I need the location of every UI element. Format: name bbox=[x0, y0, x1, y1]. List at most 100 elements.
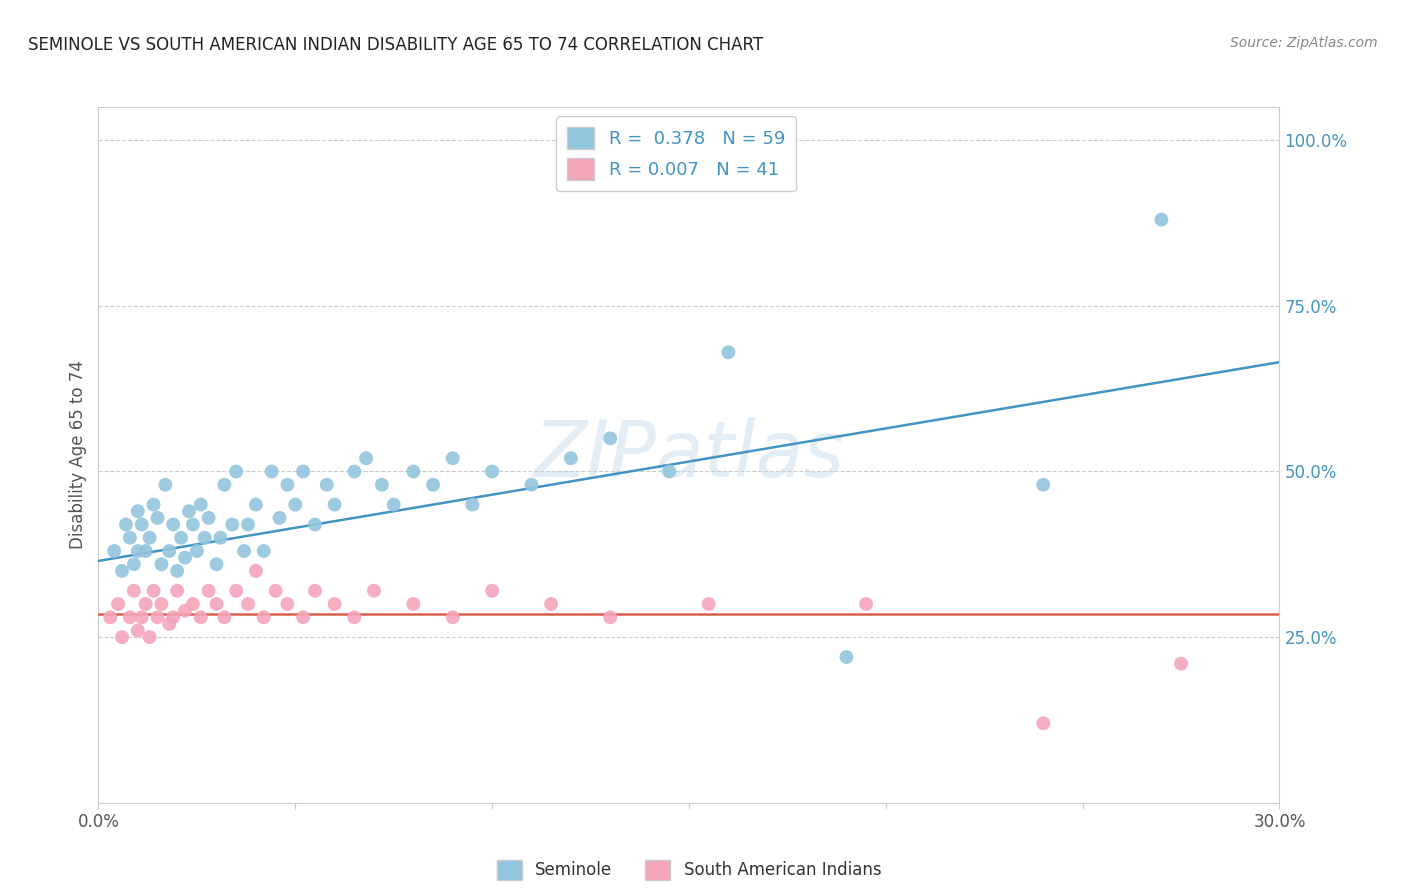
Point bbox=[194, 531, 217, 545]
Point bbox=[422, 477, 444, 491]
Point bbox=[197, 511, 219, 525]
Point bbox=[122, 583, 145, 598]
Point bbox=[115, 517, 138, 532]
Point bbox=[181, 597, 204, 611]
Point bbox=[1032, 477, 1054, 491]
Point bbox=[205, 597, 228, 611]
Point bbox=[197, 583, 219, 598]
Point bbox=[127, 544, 149, 558]
Point bbox=[135, 597, 157, 611]
Point bbox=[111, 564, 134, 578]
Point bbox=[177, 504, 200, 518]
Point bbox=[190, 498, 212, 512]
Point bbox=[697, 597, 720, 611]
Point bbox=[402, 597, 425, 611]
Point bbox=[441, 610, 464, 624]
Point bbox=[402, 465, 425, 479]
Point bbox=[292, 610, 315, 624]
Point bbox=[481, 465, 503, 479]
Point bbox=[260, 465, 283, 479]
Point bbox=[1170, 657, 1192, 671]
Point bbox=[122, 558, 145, 572]
Point bbox=[276, 477, 298, 491]
Point bbox=[225, 465, 247, 479]
Point bbox=[225, 583, 247, 598]
Point bbox=[269, 511, 291, 525]
Point bbox=[245, 564, 267, 578]
Point bbox=[135, 544, 157, 558]
Point bbox=[142, 498, 165, 512]
Point bbox=[221, 517, 243, 532]
Point bbox=[209, 531, 232, 545]
Point bbox=[107, 597, 129, 611]
Point bbox=[304, 583, 326, 598]
Point bbox=[441, 451, 464, 466]
Legend: Seminole, South American Indians: Seminole, South American Indians bbox=[489, 853, 889, 887]
Point bbox=[264, 583, 287, 598]
Point bbox=[343, 465, 366, 479]
Point bbox=[157, 544, 180, 558]
Point bbox=[127, 624, 149, 638]
Point bbox=[127, 504, 149, 518]
Point bbox=[233, 544, 256, 558]
Point bbox=[146, 511, 169, 525]
Point bbox=[155, 477, 177, 491]
Point bbox=[131, 610, 153, 624]
Point bbox=[138, 531, 160, 545]
Point bbox=[461, 498, 484, 512]
Point bbox=[131, 517, 153, 532]
Point bbox=[214, 610, 236, 624]
Point bbox=[170, 531, 193, 545]
Text: Source: ZipAtlas.com: Source: ZipAtlas.com bbox=[1230, 36, 1378, 50]
Point bbox=[323, 597, 346, 611]
Point bbox=[276, 597, 298, 611]
Point bbox=[146, 610, 169, 624]
Point bbox=[354, 451, 377, 466]
Point bbox=[174, 550, 197, 565]
Point bbox=[323, 498, 346, 512]
Point bbox=[363, 583, 385, 598]
Point bbox=[253, 544, 276, 558]
Point bbox=[118, 531, 141, 545]
Point bbox=[1032, 716, 1054, 731]
Point bbox=[253, 610, 276, 624]
Point bbox=[98, 610, 121, 624]
Point bbox=[304, 517, 326, 532]
Point bbox=[142, 583, 165, 598]
Y-axis label: Disability Age 65 to 74: Disability Age 65 to 74 bbox=[69, 360, 87, 549]
Point bbox=[236, 517, 259, 532]
Point bbox=[236, 597, 259, 611]
Point bbox=[190, 610, 212, 624]
Point bbox=[150, 558, 173, 572]
Point bbox=[599, 610, 621, 624]
Point bbox=[1150, 212, 1173, 227]
Point bbox=[717, 345, 740, 359]
Point bbox=[162, 610, 184, 624]
Point bbox=[245, 498, 267, 512]
Point bbox=[181, 517, 204, 532]
Text: SEMINOLE VS SOUTH AMERICAN INDIAN DISABILITY AGE 65 TO 74 CORRELATION CHART: SEMINOLE VS SOUTH AMERICAN INDIAN DISABI… bbox=[28, 36, 763, 54]
Point bbox=[520, 477, 543, 491]
Point bbox=[292, 465, 315, 479]
Point bbox=[560, 451, 582, 466]
Text: ZIPatlas: ZIPatlas bbox=[533, 417, 845, 493]
Point bbox=[855, 597, 877, 611]
Point bbox=[343, 610, 366, 624]
Point bbox=[138, 630, 160, 644]
Point bbox=[186, 544, 208, 558]
Point bbox=[371, 477, 394, 491]
Point bbox=[599, 431, 621, 445]
Point bbox=[103, 544, 125, 558]
Point bbox=[658, 465, 681, 479]
Point bbox=[157, 616, 180, 631]
Point bbox=[540, 597, 562, 611]
Point bbox=[481, 583, 503, 598]
Point bbox=[214, 477, 236, 491]
Point bbox=[835, 650, 858, 665]
Point bbox=[315, 477, 337, 491]
Point bbox=[118, 610, 141, 624]
Point bbox=[284, 498, 307, 512]
Point bbox=[382, 498, 405, 512]
Point bbox=[174, 604, 197, 618]
Point bbox=[111, 630, 134, 644]
